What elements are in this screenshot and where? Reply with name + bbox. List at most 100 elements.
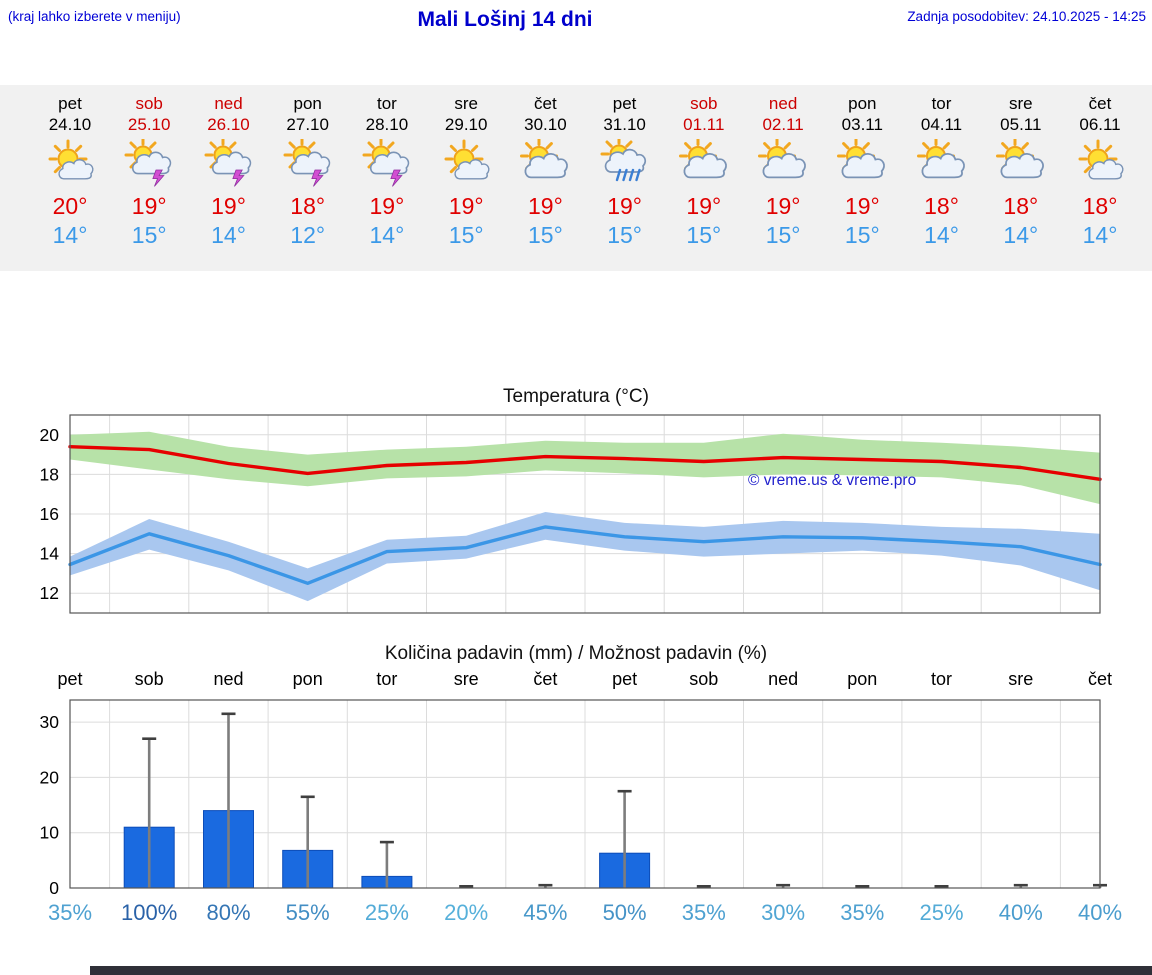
partly-cloudy-icon xyxy=(437,139,495,187)
last-updated-label: Zadnja posodobitev: 24.10.2025 - 14:25 xyxy=(907,9,1146,24)
svg-text:100%: 100% xyxy=(121,900,177,925)
watermark: © vreme.us & vreme.pro xyxy=(748,472,916,489)
svg-text:pon: pon xyxy=(293,669,323,689)
menu-hint: (kraj lahko izberete v meniju) xyxy=(8,9,181,24)
svg-text:35%: 35% xyxy=(682,900,726,925)
svg-text:35%: 35% xyxy=(48,900,92,925)
svg-text:35%: 35% xyxy=(840,900,884,925)
day-column[interactable]: sob 01.11 19° 15° xyxy=(664,93,744,248)
day-tmin: 12° xyxy=(290,222,326,248)
day-tmax: 19° xyxy=(528,193,563,219)
day-column[interactable]: pon 03.11 19° 15° xyxy=(822,93,902,248)
svg-text:20: 20 xyxy=(40,425,60,445)
footer-strip xyxy=(90,966,1152,975)
day-tmax: 19° xyxy=(211,193,246,219)
day-name: sre xyxy=(1008,94,1033,113)
svg-text:čet: čet xyxy=(533,669,557,689)
day-tmax: 18° xyxy=(1003,193,1039,219)
day-date: 02.11 xyxy=(762,115,804,134)
day-date: 24.10 xyxy=(48,115,92,134)
mostly-cloudy-icon xyxy=(913,137,971,187)
svg-text:pon: pon xyxy=(847,669,877,689)
day-column[interactable]: tor 04.11 18° 14° xyxy=(902,93,982,248)
day-column[interactable]: sre 29.10 19° 15° xyxy=(426,93,506,248)
page-title: Mali Lošinj 14 dni xyxy=(417,8,593,31)
svg-text:sob: sob xyxy=(689,669,718,689)
svg-text:40%: 40% xyxy=(999,900,1043,925)
day-tmax: 19° xyxy=(844,193,880,219)
day-date: 04.11 xyxy=(920,115,963,134)
svg-text:10: 10 xyxy=(40,823,60,843)
day-tmax: 19° xyxy=(686,193,722,219)
thunderstorm-icon xyxy=(120,136,178,187)
day-name: ned xyxy=(768,94,798,113)
svg-text:sre: sre xyxy=(1008,669,1033,689)
day-tmax: 18° xyxy=(924,193,959,219)
day-date: 31.10 xyxy=(603,115,646,134)
svg-text:tor: tor xyxy=(931,669,952,689)
day-tmax: 19° xyxy=(607,193,642,219)
thunderstorm-icon xyxy=(358,136,416,187)
day-tmin: 14° xyxy=(1003,222,1039,248)
day-tmax: 20° xyxy=(52,193,88,219)
svg-text:50%: 50% xyxy=(603,900,647,925)
partly-cloudy-icon xyxy=(41,139,99,187)
svg-text:sre: sre xyxy=(454,669,479,689)
svg-text:80%: 80% xyxy=(206,900,250,925)
day-tmax: 19° xyxy=(369,193,405,219)
mostly-cloudy-icon xyxy=(516,137,574,187)
day-column[interactable]: čet 30.10 19° 15° xyxy=(505,93,585,248)
svg-text:ned: ned xyxy=(768,669,798,689)
svg-text:16: 16 xyxy=(40,504,59,524)
svg-text:30: 30 xyxy=(40,712,60,732)
mostly-cloudy-icon xyxy=(754,137,812,187)
svg-text:tor: tor xyxy=(376,669,397,689)
svg-text:55%: 55% xyxy=(286,900,330,925)
day-column[interactable]: pet 31.10 19° 15° xyxy=(585,93,665,248)
svg-text:0: 0 xyxy=(49,878,59,898)
rain-icon xyxy=(596,135,654,187)
day-tmax: 19° xyxy=(131,193,167,219)
partly-cloudy-icon xyxy=(1071,139,1129,187)
svg-text:20%: 20% xyxy=(444,900,488,925)
day-date: 01.11 xyxy=(683,115,725,134)
day-tmin: 15° xyxy=(686,222,722,248)
day-name: pon xyxy=(293,94,322,113)
day-column[interactable]: ned 02.11 19° 15° xyxy=(743,93,823,248)
day-name: sob xyxy=(690,94,718,113)
day-tmin: 15° xyxy=(131,222,167,248)
day-column[interactable]: pet 24.10 20° 14° xyxy=(30,93,110,248)
day-column[interactable]: čet 06.11 18° 14° xyxy=(1060,93,1140,248)
day-name: pet xyxy=(612,94,637,113)
day-tmin: 15° xyxy=(528,222,563,248)
day-column[interactable]: sre 05.11 18° 14° xyxy=(981,93,1061,248)
day-date: 29.10 xyxy=(444,115,488,134)
temperature-chart: 12 14 16 18 20 © vreme.us & vreme.pro xyxy=(40,414,1102,614)
day-date: 27.10 xyxy=(286,115,329,134)
day-column[interactable]: sob 25.10 19° 15° xyxy=(109,93,189,248)
day-column[interactable]: tor 28.10 19° 14° xyxy=(347,93,427,248)
day-date: 06.11 xyxy=(1079,115,1121,134)
mostly-cloudy-icon xyxy=(675,137,733,187)
day-date: 30.10 xyxy=(524,115,567,134)
svg-text:30%: 30% xyxy=(761,900,805,925)
day-name: čet xyxy=(1088,94,1112,113)
day-column[interactable]: pon 27.10 18° 12° xyxy=(268,93,348,248)
day-column[interactable]: ned 26.10 19° 14° xyxy=(189,93,269,248)
svg-text:pet: pet xyxy=(612,669,637,689)
day-tmin: 15° xyxy=(844,222,880,248)
day-tmin: 15° xyxy=(607,222,642,248)
day-date: 03.11 xyxy=(841,115,883,134)
day-date: 28.10 xyxy=(365,115,409,134)
day-tmin: 14° xyxy=(211,222,246,248)
svg-text:sob: sob xyxy=(135,669,164,689)
day-name: pon xyxy=(848,94,877,113)
mostly-cloudy-icon xyxy=(833,137,891,187)
day-name: ned xyxy=(214,94,243,113)
day-tmin: 15° xyxy=(448,222,484,248)
day-date: 25.10 xyxy=(127,115,171,134)
precip-chart-title: Količina padavin (mm) / Možnost padavin … xyxy=(384,643,768,664)
thunderstorm-icon xyxy=(279,136,337,187)
precipitation-chart: pet sob ned pon tor sre čet pet sob ned pon tor sre č… xyxy=(40,669,1122,925)
